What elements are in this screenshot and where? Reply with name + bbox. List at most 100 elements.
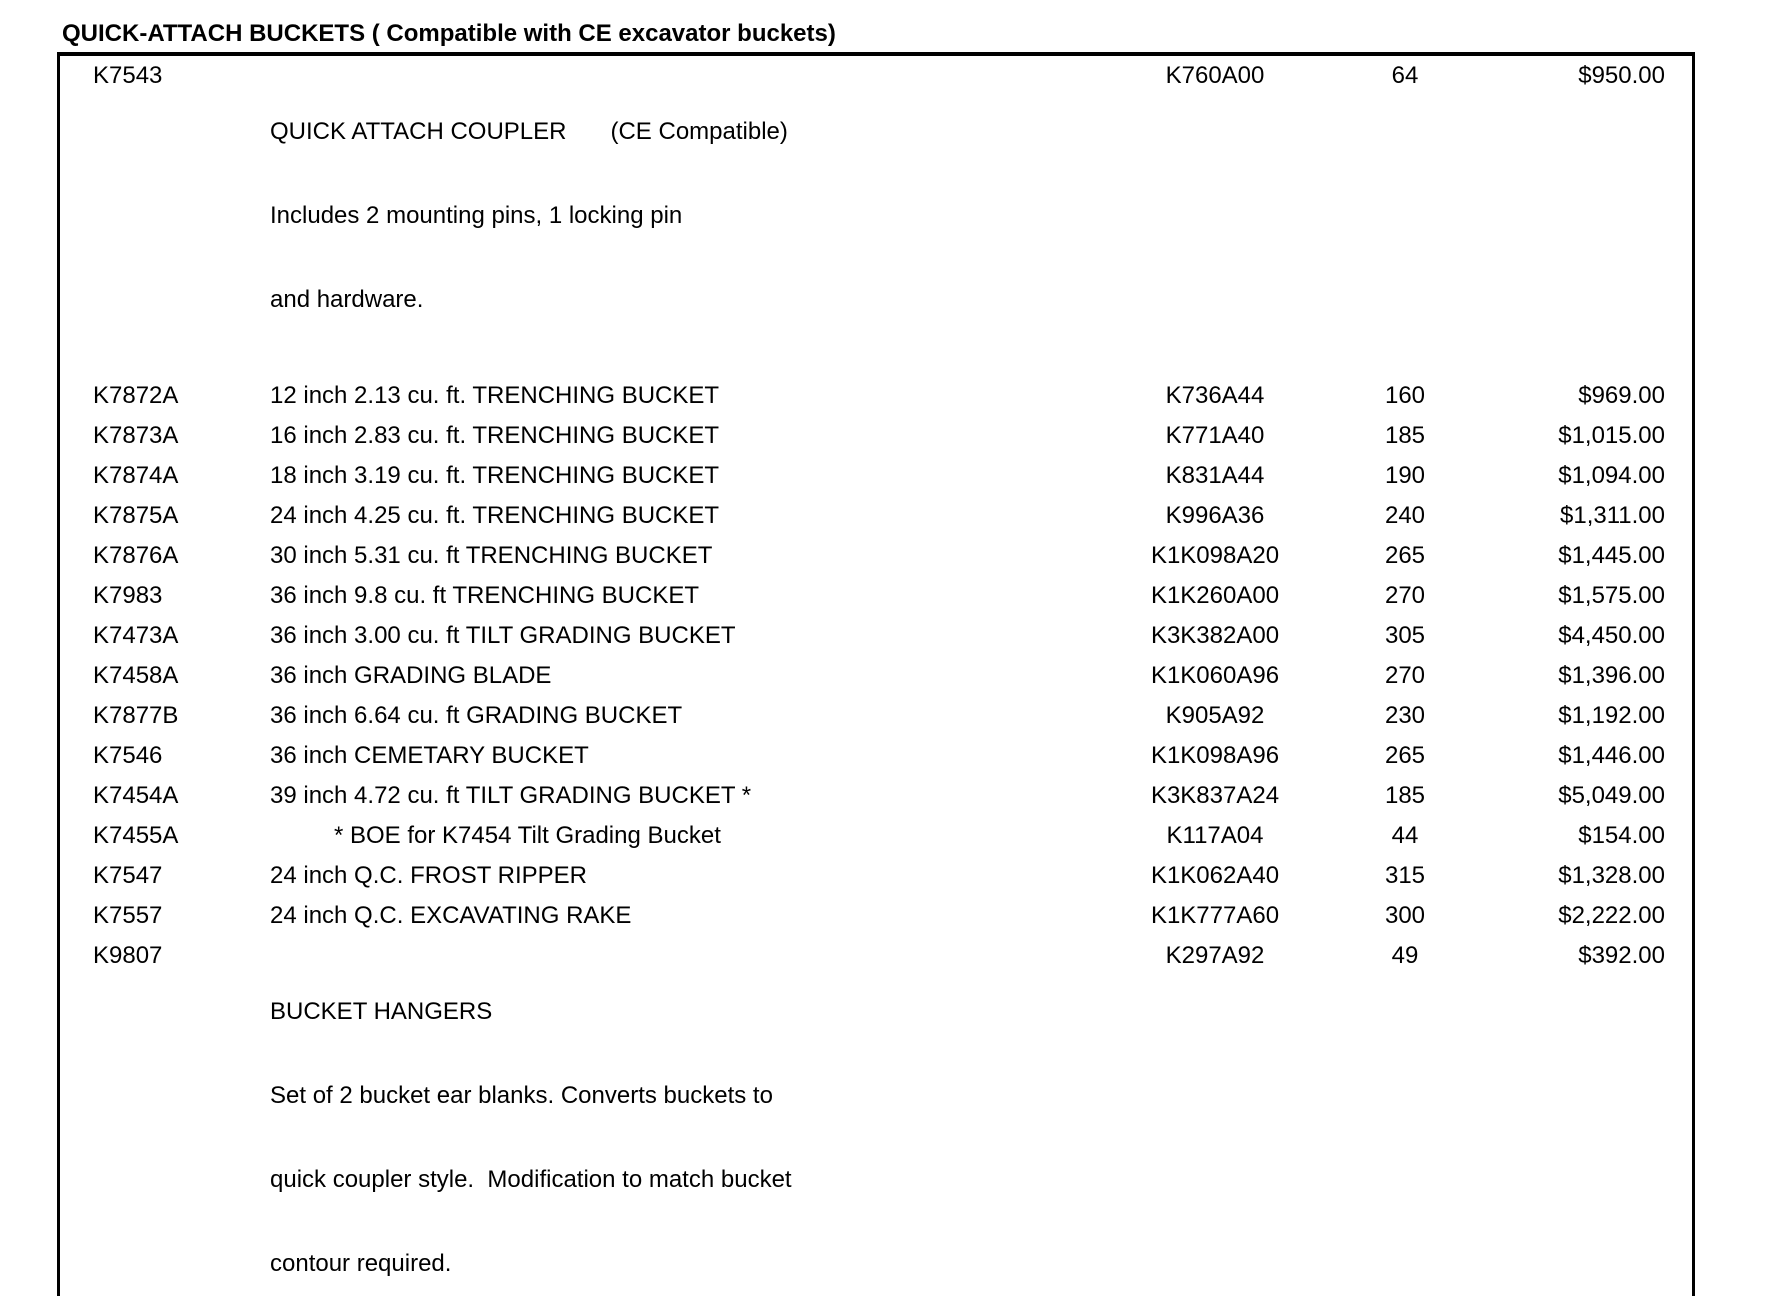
price-cell: $1,396.00 [1558,662,1665,689]
price-cell: $392.00 [1578,942,1665,969]
table-row: K7546 36 inch CEMETARY BUCKET K1K098A96 … [60,742,1692,782]
description-cell: 39 inch 4.72 cu. ft TILT GRADING BUCKET … [270,782,752,809]
weight-cell: 240 [1384,502,1426,529]
description-line: Set of 2 bucket ear blanks. Converts buc… [270,1082,773,1109]
description-cell: 36 inch 9.8 cu. ft TRENCHING BUCKET [270,582,700,609]
weight-cell: 270 [1384,662,1426,689]
table-row: K7458A 36 inch GRADING BLADE K1K060A96 2… [60,662,1692,702]
table-row: K9807 BUCKET HANGERS Set of 2 bucket ear… [60,942,1692,1296]
section1-table: K7543 QUICK ATTACH COUPLER (CE Compatible… [57,52,1695,1296]
table-row: K7875A 24 inch 4.25 cu. ft. TRENCHING BU… [60,502,1692,542]
price-cell: $1,328.00 [1558,862,1665,889]
price-cell: $154.00 [1578,822,1665,849]
part-code-cell: K117A04 [1166,822,1264,849]
description-cell: * BOE for K7454 Tilt Grading Bucket [334,822,721,849]
part-code-cell: K3K382A00 [1150,622,1280,649]
model-cell: K7557 [93,902,163,929]
model-cell: K7875A [93,502,179,529]
part-code-cell: K3K837A24 [1150,782,1280,809]
weight-cell: 315 [1384,862,1426,889]
description-cell: QUICK ATTACH COUPLER (CE Compatible) Incl… [270,62,1080,370]
weight-cell: 160 [1384,382,1426,409]
model-cell: K7872A [93,382,179,409]
table-row: K7543 QUICK ATTACH COUPLER (CE Compatible… [60,62,1692,382]
weight-cell: 230 [1384,702,1426,729]
price-cell: $1,445.00 [1558,542,1665,569]
weight-cell: 305 [1384,622,1426,649]
part-code-cell: K1K098A96 [1150,742,1280,769]
model-cell: K7454A [93,782,179,809]
model-cell: K7473A [93,622,179,649]
description-line: and hardware. [270,286,424,313]
price-cell: $5,049.00 [1558,782,1665,809]
model-cell: K7983 [93,582,163,609]
description-text: QUICK ATTACH COUPLER [270,118,567,145]
weight-cell: 49 [1391,942,1419,969]
weight-cell: 265 [1384,742,1426,769]
model-cell: K7546 [93,742,163,769]
model-cell: K7458A [93,662,179,689]
part-code-cell: K760A00 [1165,62,1265,89]
description-cell: 36 inch CEMETARY BUCKET [270,742,589,769]
description-cell: 30 inch 5.31 cu. ft TRENCHING BUCKET [270,542,713,569]
model-cell: K7876A [93,542,179,569]
part-code-cell: K771A40 [1165,422,1265,449]
weight-cell: 64 [1391,62,1419,89]
model-cell: K7873A [93,422,179,449]
model-cell: K9807 [93,942,163,969]
description-cell: 24 inch Q.C. FROST RIPPER [270,862,587,889]
description-line: BUCKET HANGERS [270,998,493,1025]
weight-cell: 300 [1384,902,1426,929]
model-cell: K7547 [93,862,163,889]
table-row: K7876A 30 inch 5.31 cu. ft TRENCHING BUC… [60,542,1692,582]
weight-cell: 190 [1384,462,1426,489]
part-code-cell: K1K098A20 [1150,542,1280,569]
weight-cell: 270 [1384,582,1426,609]
price-cell: $1,015.00 [1558,422,1665,449]
table-row: K7557 24 inch Q.C. EXCAVATING RAKE K1K77… [60,902,1692,942]
price-cell: $1,094.00 [1558,462,1665,489]
price-cell: $2,222.00 [1558,902,1665,929]
table-row: K7874A 18 inch 3.19 cu. ft. TRENCHING BU… [60,462,1692,502]
description-line: quick coupler style. Modification to mat… [270,1166,792,1193]
description-line: contour required. [270,1250,452,1277]
description-cell: 24 inch 4.25 cu. ft. TRENCHING BUCKET [270,502,720,529]
part-code-cell: K996A36 [1165,502,1265,529]
part-code-cell: K1K060A96 [1150,662,1280,689]
price-cell: $1,192.00 [1558,702,1665,729]
table-row: K7455A * BOE for K7454 Tilt Grading Buck… [60,822,1692,862]
model-cell: K7543 [93,62,163,89]
part-code-cell: K1K260A00 [1150,582,1280,609]
model-cell: K7874A [93,462,179,489]
description-line: Includes 2 mounting pins, 1 locking pin [270,202,683,229]
weight-cell: 185 [1384,422,1426,449]
model-cell: K7455A [93,822,179,849]
table-row: K7983 36 inch 9.8 cu. ft TRENCHING BUCKE… [60,582,1692,622]
description-cell: 16 inch 2.83 cu. ft. TRENCHING BUCKET [270,422,720,449]
section1-title: QUICK-ATTACH BUCKETS ( Compatible with C… [62,20,836,47]
table-row: K7547 24 inch Q.C. FROST RIPPER K1K062A4… [60,862,1692,902]
price-cell: $1,311.00 [1560,502,1665,529]
table-row: K7877B 36 inch 6.64 cu. ft GRADING BUCKE… [60,702,1692,742]
description-cell: 36 inch GRADING BLADE [270,662,552,689]
table-row: K7473A 36 inch 3.00 cu. ft TILT GRADING … [60,622,1692,662]
part-code-cell: K1K777A60 [1150,902,1280,929]
description-cell: 24 inch Q.C. EXCAVATING RAKE [270,902,632,929]
price-cell: $1,575.00 [1558,582,1665,609]
description-cell: 36 inch 3.00 cu. ft TILT GRADING BUCKET [270,622,736,649]
part-code-cell: K1K062A40 [1150,862,1280,889]
description-cell: 18 inch 3.19 cu. ft. TRENCHING BUCKET [270,462,720,489]
description-cell: 12 inch 2.13 cu. ft. TRENCHING BUCKET [270,382,720,409]
part-code-cell: K831A44 [1165,462,1265,489]
model-cell: K7877B [93,702,179,729]
part-code-cell: K736A44 [1165,382,1265,409]
price-cell: $4,450.00 [1558,622,1665,649]
table-row: K7454A 39 inch 4.72 cu. ft TILT GRADING … [60,782,1692,822]
description-line: QUICK ATTACH COUPLER (CE Compatible) [270,118,1080,146]
table-row: K7873A 16 inch 2.83 cu. ft. TRENCHING BU… [60,422,1692,462]
weight-cell: 44 [1391,822,1419,849]
price-cell: $969.00 [1578,382,1665,409]
description-cell: BUCKET HANGERS Set of 2 bucket ear blank… [270,942,1080,1296]
description-cell: 36 inch 6.64 cu. ft GRADING BUCKET [270,702,683,729]
